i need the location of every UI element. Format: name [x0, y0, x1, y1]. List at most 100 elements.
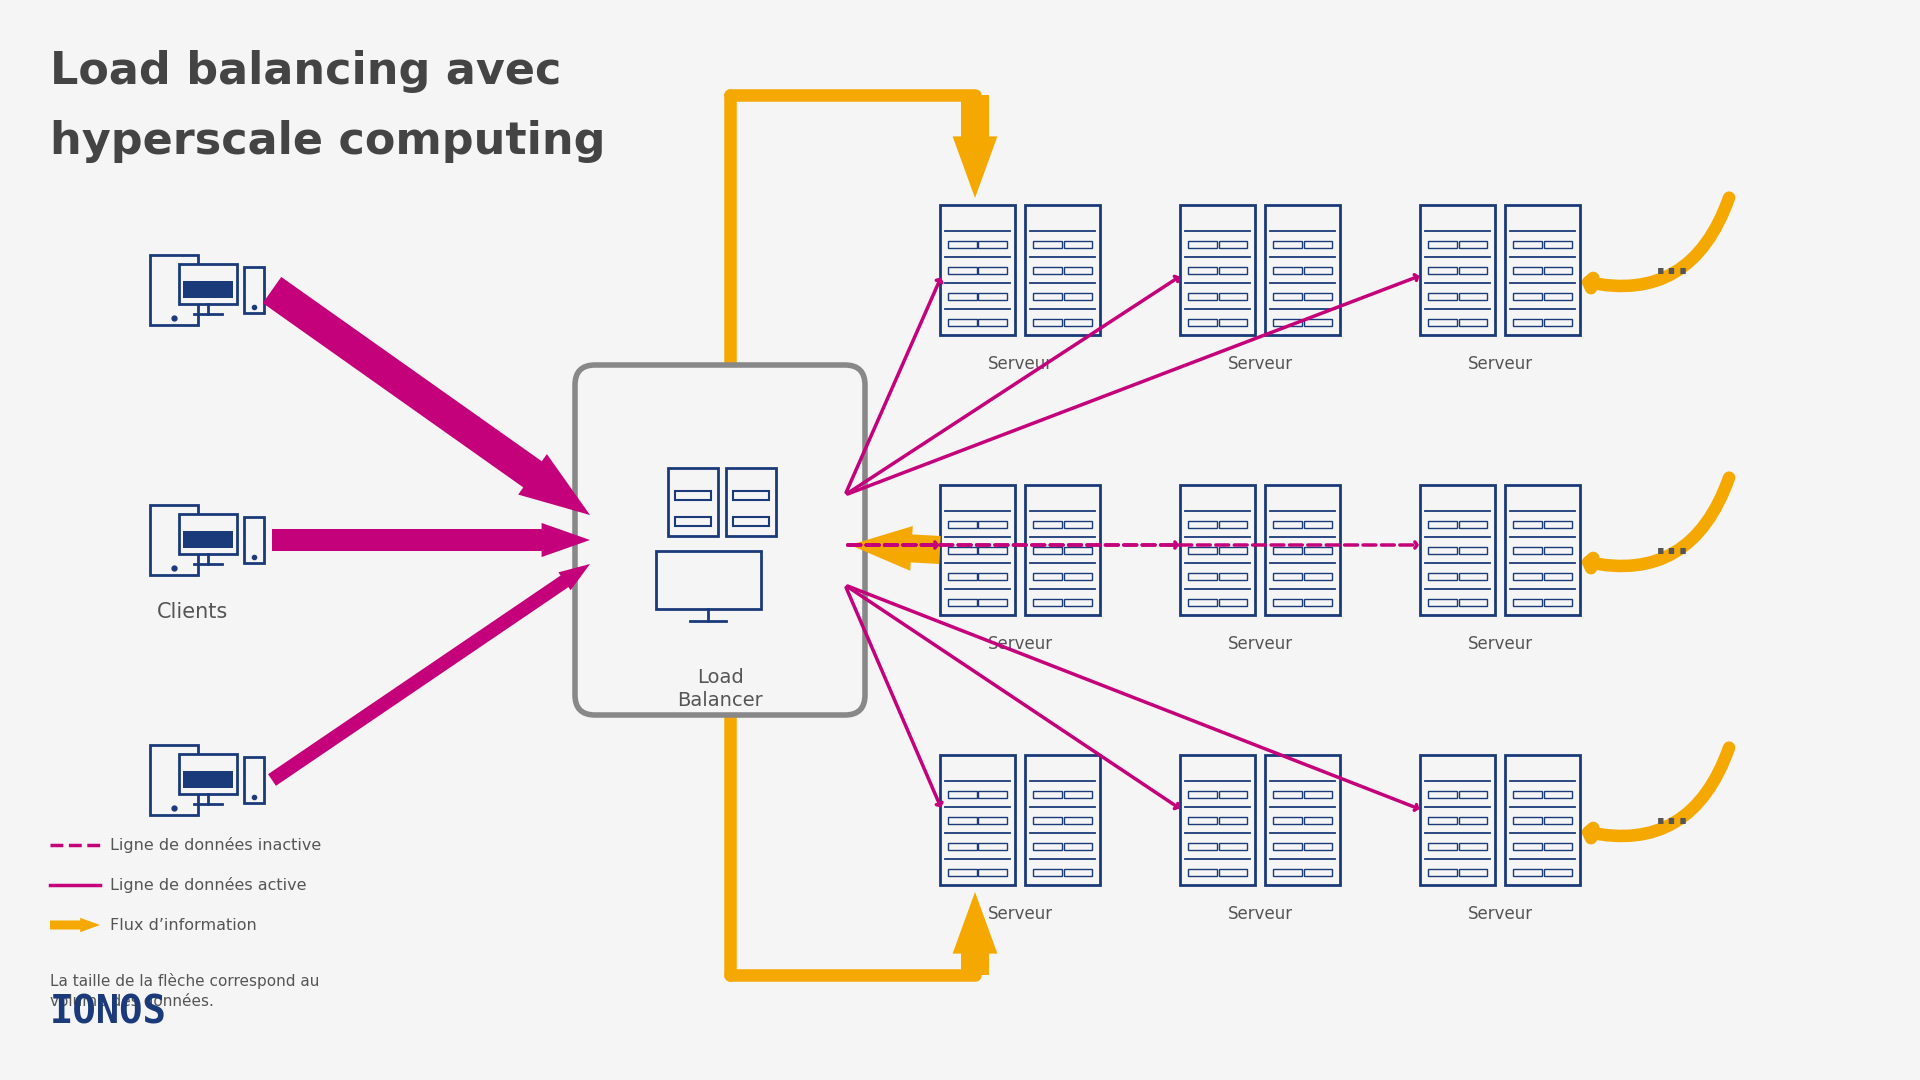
- FancyBboxPatch shape: [1273, 267, 1302, 274]
- FancyBboxPatch shape: [1513, 843, 1542, 850]
- FancyBboxPatch shape: [1428, 521, 1457, 528]
- Text: Serveur: Serveur: [987, 635, 1052, 653]
- FancyBboxPatch shape: [1428, 267, 1457, 274]
- FancyBboxPatch shape: [1265, 485, 1340, 615]
- FancyBboxPatch shape: [1544, 869, 1572, 876]
- FancyBboxPatch shape: [948, 843, 977, 850]
- FancyBboxPatch shape: [1304, 816, 1332, 824]
- FancyBboxPatch shape: [1544, 293, 1572, 300]
- FancyBboxPatch shape: [1064, 546, 1092, 554]
- FancyBboxPatch shape: [1544, 319, 1572, 326]
- Text: Serveur: Serveur: [987, 355, 1052, 373]
- Text: Serveur: Serveur: [1227, 355, 1292, 373]
- FancyBboxPatch shape: [1421, 755, 1496, 885]
- FancyBboxPatch shape: [1188, 521, 1217, 528]
- FancyBboxPatch shape: [733, 491, 770, 500]
- Polygon shape: [269, 564, 589, 786]
- FancyBboxPatch shape: [948, 869, 977, 876]
- Text: hyperscale computing: hyperscale computing: [50, 120, 605, 163]
- Text: Load balancing avec: Load balancing avec: [50, 50, 561, 93]
- FancyBboxPatch shape: [1459, 816, 1486, 824]
- FancyBboxPatch shape: [1428, 573, 1457, 580]
- FancyBboxPatch shape: [1219, 319, 1246, 326]
- FancyBboxPatch shape: [1304, 843, 1332, 850]
- FancyBboxPatch shape: [1304, 599, 1332, 606]
- FancyBboxPatch shape: [1025, 205, 1100, 335]
- Text: Ligne de données active: Ligne de données active: [109, 877, 307, 893]
- Text: Flux d’information: Flux d’information: [109, 918, 257, 932]
- FancyBboxPatch shape: [979, 267, 1006, 274]
- FancyBboxPatch shape: [1033, 791, 1062, 798]
- FancyBboxPatch shape: [150, 505, 198, 575]
- FancyBboxPatch shape: [1064, 791, 1092, 798]
- FancyBboxPatch shape: [1304, 546, 1332, 554]
- FancyBboxPatch shape: [179, 754, 236, 794]
- FancyBboxPatch shape: [1219, 241, 1246, 248]
- FancyBboxPatch shape: [182, 771, 232, 788]
- FancyBboxPatch shape: [1033, 816, 1062, 824]
- FancyBboxPatch shape: [1188, 546, 1217, 554]
- FancyBboxPatch shape: [1033, 241, 1062, 248]
- FancyBboxPatch shape: [1544, 816, 1572, 824]
- FancyBboxPatch shape: [150, 255, 198, 325]
- FancyBboxPatch shape: [1181, 205, 1256, 335]
- FancyBboxPatch shape: [150, 745, 198, 815]
- FancyBboxPatch shape: [1064, 573, 1092, 580]
- FancyBboxPatch shape: [1064, 599, 1092, 606]
- FancyBboxPatch shape: [733, 517, 770, 526]
- FancyBboxPatch shape: [1219, 546, 1246, 554]
- FancyBboxPatch shape: [1428, 319, 1457, 326]
- FancyBboxPatch shape: [1544, 573, 1572, 580]
- FancyBboxPatch shape: [1025, 755, 1100, 885]
- FancyBboxPatch shape: [1219, 521, 1246, 528]
- FancyBboxPatch shape: [1219, 869, 1246, 876]
- FancyBboxPatch shape: [1421, 205, 1496, 335]
- FancyBboxPatch shape: [1513, 293, 1542, 300]
- Polygon shape: [50, 918, 100, 932]
- FancyBboxPatch shape: [979, 843, 1006, 850]
- FancyBboxPatch shape: [1273, 791, 1302, 798]
- FancyBboxPatch shape: [1459, 521, 1486, 528]
- FancyBboxPatch shape: [655, 551, 760, 609]
- FancyBboxPatch shape: [1513, 521, 1542, 528]
- Text: Serveur: Serveur: [987, 905, 1052, 923]
- FancyBboxPatch shape: [1421, 485, 1496, 615]
- FancyBboxPatch shape: [1428, 599, 1457, 606]
- FancyBboxPatch shape: [1428, 241, 1457, 248]
- FancyBboxPatch shape: [1064, 869, 1092, 876]
- FancyBboxPatch shape: [1304, 267, 1332, 274]
- FancyBboxPatch shape: [979, 521, 1006, 528]
- FancyBboxPatch shape: [182, 281, 232, 298]
- FancyBboxPatch shape: [1033, 319, 1062, 326]
- FancyBboxPatch shape: [1544, 546, 1572, 554]
- FancyBboxPatch shape: [1505, 755, 1580, 885]
- FancyBboxPatch shape: [1428, 293, 1457, 300]
- FancyBboxPatch shape: [1513, 869, 1542, 876]
- Polygon shape: [851, 526, 941, 571]
- FancyBboxPatch shape: [1219, 599, 1246, 606]
- FancyBboxPatch shape: [941, 205, 1016, 335]
- FancyBboxPatch shape: [244, 267, 265, 313]
- FancyBboxPatch shape: [1513, 573, 1542, 580]
- FancyBboxPatch shape: [1265, 205, 1340, 335]
- FancyBboxPatch shape: [1219, 843, 1246, 850]
- FancyBboxPatch shape: [1219, 816, 1246, 824]
- FancyBboxPatch shape: [1459, 791, 1486, 798]
- FancyBboxPatch shape: [1064, 293, 1092, 300]
- FancyBboxPatch shape: [1459, 241, 1486, 248]
- FancyBboxPatch shape: [1459, 573, 1486, 580]
- FancyBboxPatch shape: [1304, 573, 1332, 580]
- FancyBboxPatch shape: [1273, 546, 1302, 554]
- FancyBboxPatch shape: [1033, 599, 1062, 606]
- FancyBboxPatch shape: [1513, 241, 1542, 248]
- FancyBboxPatch shape: [979, 293, 1006, 300]
- FancyBboxPatch shape: [1505, 485, 1580, 615]
- FancyBboxPatch shape: [1513, 791, 1542, 798]
- FancyBboxPatch shape: [1273, 573, 1302, 580]
- FancyBboxPatch shape: [979, 319, 1006, 326]
- FancyBboxPatch shape: [948, 241, 977, 248]
- FancyBboxPatch shape: [676, 491, 710, 500]
- FancyBboxPatch shape: [1033, 546, 1062, 554]
- FancyBboxPatch shape: [1273, 599, 1302, 606]
- FancyBboxPatch shape: [1544, 241, 1572, 248]
